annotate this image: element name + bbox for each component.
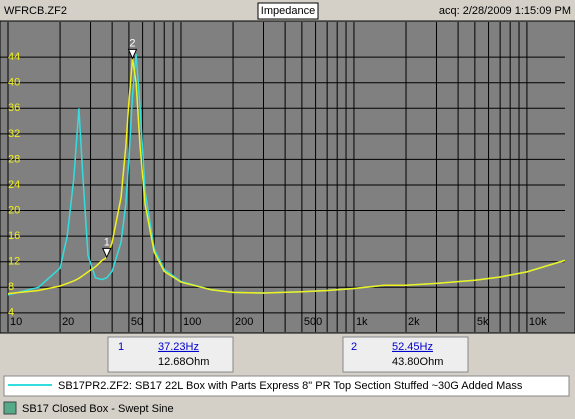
y-tick-label: 36 bbox=[8, 102, 20, 114]
x-tick-label: 100 bbox=[183, 316, 201, 328]
x-tick-label: 10k bbox=[529, 316, 547, 328]
status-icon bbox=[3, 401, 17, 415]
cursor-id: 1 bbox=[118, 341, 124, 353]
x-tick-label: 500 bbox=[304, 316, 322, 328]
plot-bg bbox=[0, 20, 575, 334]
y-tick-label: 8 bbox=[8, 281, 14, 293]
y-tick-label: 32 bbox=[8, 128, 20, 140]
cursor-box bbox=[342, 336, 469, 373]
y-tick-label: 20 bbox=[8, 204, 20, 216]
x-tick-label: 5k bbox=[477, 316, 489, 328]
cursor-box bbox=[107, 336, 234, 373]
x-tick-label: 10 bbox=[10, 316, 22, 328]
x-tick-label: 2k bbox=[408, 316, 420, 328]
cursor-number: 1 bbox=[104, 236, 110, 248]
plot: 10 20 50 100 200 500 1k 2k 5k 10k4812162024283236… bbox=[0, 20, 575, 334]
status-text: SB17 Closed Box - Swept Sine bbox=[22, 403, 174, 415]
file-name: WFRCB.ZF2 bbox=[4, 5, 67, 17]
cursor-id: 2 bbox=[351, 341, 357, 353]
cursor-freq: 37.23Hz bbox=[158, 341, 199, 353]
acq-time: acq: 2/28/2009 1:15:09 PM bbox=[439, 5, 571, 17]
series-line bbox=[7, 58, 566, 295]
y-tick-label: 4 bbox=[8, 307, 14, 319]
cursor-imp: 12.68Ohm bbox=[158, 356, 209, 368]
legend-label: SB17PR2.ZF2: SB17 22L Box with Parts Exp… bbox=[58, 380, 523, 392]
title-box bbox=[257, 2, 319, 20]
x-tick-label: 50 bbox=[131, 316, 143, 328]
plot-title: Impedance bbox=[261, 5, 315, 17]
x-tick-label: 1k bbox=[356, 316, 368, 328]
x-tick-label: 200 bbox=[235, 316, 253, 328]
y-tick-label: 40 bbox=[8, 77, 20, 89]
cursor-number: 2 bbox=[129, 37, 135, 49]
x-tick-label: 20 bbox=[62, 316, 74, 328]
legend bbox=[3, 375, 570, 397]
y-tick-label: 12 bbox=[8, 256, 20, 268]
cursor-freq: 52.45Hz bbox=[392, 341, 433, 353]
cursor-imp: 43.80Ohm bbox=[392, 356, 443, 368]
y-tick-label: 28 bbox=[8, 153, 20, 165]
y-tick-label: 16 bbox=[8, 230, 20, 242]
cursor-marker bbox=[127, 48, 138, 60]
cursor-marker bbox=[101, 247, 112, 259]
y-tick-label: 44 bbox=[8, 51, 20, 63]
y-tick-label: 24 bbox=[8, 179, 20, 191]
